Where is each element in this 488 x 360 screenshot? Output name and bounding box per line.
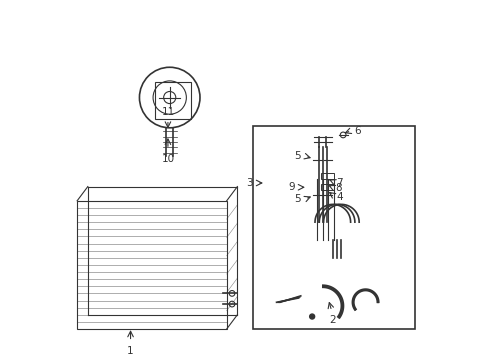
Text: 8: 8 (335, 183, 342, 193)
Text: 7: 7 (335, 177, 342, 188)
Bar (321, 173, 333, 179)
Text: 9: 9 (288, 182, 295, 192)
Text: 4: 4 (336, 192, 342, 202)
Text: 5: 5 (294, 151, 300, 161)
Text: 5: 5 (294, 194, 300, 204)
Bar (321, 184, 333, 190)
Bar (154, 82, 190, 119)
Text: 2: 2 (329, 315, 335, 325)
Text: 1: 1 (127, 346, 134, 356)
Text: 3: 3 (245, 178, 252, 188)
Text: 11: 11 (161, 107, 174, 117)
Bar (253, 126, 415, 329)
Text: 10: 10 (161, 154, 174, 164)
Bar (77, 201, 226, 329)
Text: 6: 6 (353, 126, 360, 136)
Circle shape (309, 314, 314, 319)
